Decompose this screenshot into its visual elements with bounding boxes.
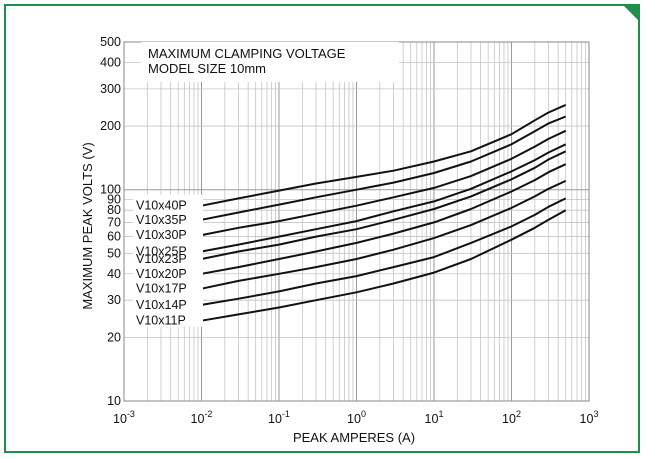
x-tick-label: 103 — [580, 409, 599, 426]
series-line-v10x23p — [201, 150, 567, 260]
y-axis-title: MAXIMUM PEAK VOLTS (V) — [80, 142, 95, 309]
x-tick-label: 10-3 — [113, 409, 135, 426]
chart-title-line-1: MAXIMUM CLAMPING VOLTAGE — [148, 46, 346, 61]
series-line-v10x30p — [201, 129, 567, 237]
y-tick-label: 200 — [100, 119, 121, 133]
series-label-v10x14p: V10x14P — [136, 298, 187, 312]
series-line-v10x20p — [201, 163, 567, 275]
series-label-v10x25p: V10x25P — [136, 245, 187, 259]
x-tick-label: 10-1 — [268, 409, 290, 426]
series-label-v10x17p: V10x17P — [136, 282, 187, 296]
x-tick-label: 100 — [347, 409, 366, 426]
y-tick-label: 60 — [107, 230, 121, 244]
y-tick-label: 300 — [100, 82, 121, 96]
series-label-v10x30p: V10x30P — [136, 228, 187, 242]
y-tick-label: 70 — [107, 215, 121, 229]
series-line-v10x25p — [201, 143, 567, 253]
x-tick-label: 10-2 — [191, 409, 213, 426]
y-tick-label: 80 — [107, 203, 121, 217]
x-tick-label: 102 — [502, 409, 521, 426]
series-label-v10x20p: V10x20P — [136, 267, 187, 281]
y-tick-label: 30 — [107, 293, 121, 307]
x-tick-labels: 10-3 10-2 10-1 100 101 102 103 — [113, 409, 598, 426]
y-tick-label: 40 — [107, 267, 121, 281]
curves — [201, 103, 567, 322]
x-axis-title: PEAK AMPERES (A) — [293, 430, 415, 445]
series-line-v10x40p — [201, 103, 567, 207]
y-tick-label: 400 — [100, 56, 121, 70]
series-line-v10x35p — [201, 115, 567, 221]
series-label-v10x23p: V10x23P — [136, 252, 187, 266]
series-label-box — [133, 194, 203, 327]
series-label-v10x11p: V10x11P — [136, 314, 186, 328]
series-line-v10x11p — [201, 209, 567, 322]
series-line-v10x14p — [201, 197, 567, 306]
y-tick-label: 90 — [107, 192, 121, 206]
y-tick-label: 500 — [100, 35, 121, 49]
y-tick-label: 50 — [107, 246, 121, 260]
y-tick-label: 20 — [107, 330, 121, 344]
chart-title-line-2: MODEL SIZE 10mm — [148, 61, 266, 76]
series-label-v10x35p: V10x35P — [136, 213, 187, 227]
x-tick-label: 101 — [425, 409, 444, 426]
corner-accent — [624, 6, 638, 20]
series-label-v10x40p: V10x40P — [136, 199, 187, 213]
title-box — [141, 42, 399, 82]
series-line-v10x17p — [201, 179, 567, 290]
y-tick-label: 100 — [100, 183, 121, 197]
y-tick-label: 10 — [107, 394, 121, 408]
